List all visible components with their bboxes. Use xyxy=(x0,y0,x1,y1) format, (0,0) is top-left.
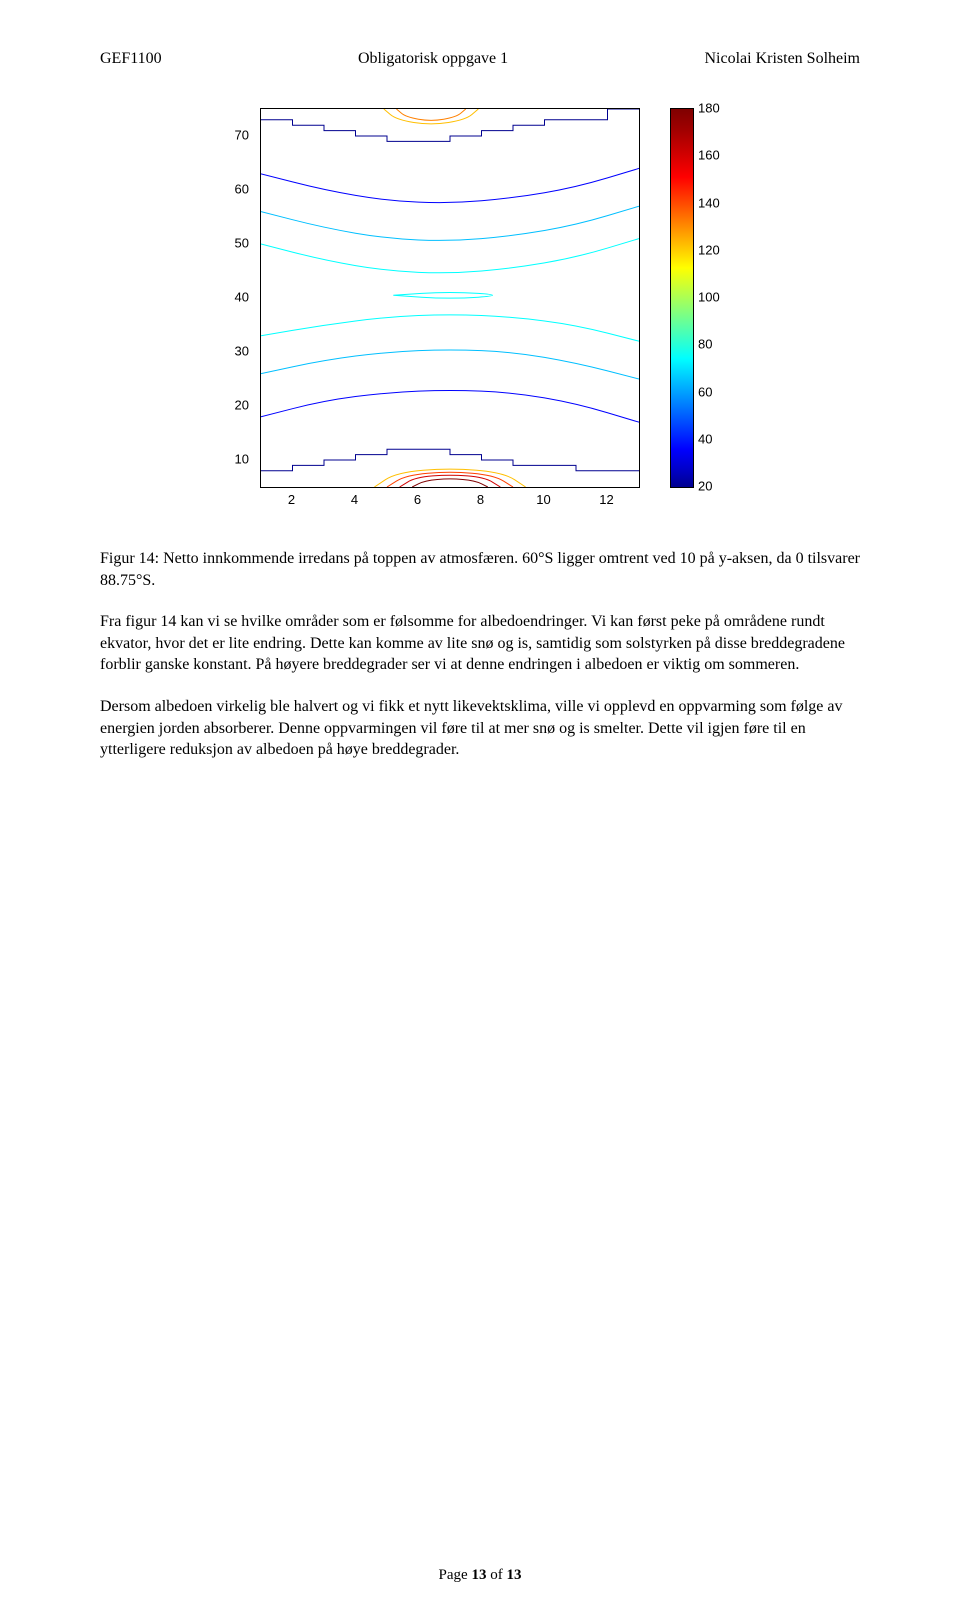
colorbar-tick-label: 120 xyxy=(698,242,720,257)
contour-line xyxy=(387,472,513,487)
y-tick-label: 70 xyxy=(235,128,249,143)
footer-page-total: 13 xyxy=(506,1567,521,1583)
figure-container: 10 20 30 40 50 60 70 2 4 6 8 10 12 20 40 60 80 100 120 14… xyxy=(100,98,860,518)
x-tick-label: 6 xyxy=(414,492,421,507)
footer-page-prefix: Page xyxy=(439,1567,472,1583)
colorbar-tick-label: 40 xyxy=(698,431,712,446)
figure-caption: Figur 14: Netto innkommende irredans på … xyxy=(100,548,860,591)
colorbar-tick-label: 80 xyxy=(698,337,712,352)
colorbar-tick-label: 140 xyxy=(698,195,720,210)
page-footer: Page 13 of 13 xyxy=(0,1567,960,1584)
x-tick-label: 2 xyxy=(288,492,295,507)
colorbar xyxy=(670,108,694,488)
contour-line xyxy=(261,168,639,202)
page: GEF1100 Obligatorisk oppgave 1 Nicolai K… xyxy=(0,0,960,1624)
colorbar-tick-label: 20 xyxy=(698,479,712,494)
contour-line xyxy=(261,390,639,422)
contour-line xyxy=(396,109,465,120)
contour-line xyxy=(261,239,639,273)
footer-page-current: 13 xyxy=(471,1567,486,1583)
x-tick-label: 8 xyxy=(477,492,484,507)
y-tick-label: 40 xyxy=(235,290,249,305)
colorbar-tick-label: 100 xyxy=(698,290,720,305)
header-author: Nicolai Kristen Solheim xyxy=(704,50,860,68)
colorbar-tick-label: 180 xyxy=(698,101,720,116)
contour-line xyxy=(393,292,492,298)
colorbar-tick-label: 60 xyxy=(698,384,712,399)
header-course-code: GEF1100 xyxy=(100,50,162,68)
header-assignment-title: Obligatorisk oppgave 1 xyxy=(358,50,508,68)
x-tick-label: 4 xyxy=(351,492,358,507)
x-axis-ticks: 2 4 6 8 10 12 xyxy=(260,490,640,510)
y-axis-ticks: 10 20 30 40 50 60 70 xyxy=(200,108,255,488)
contour-line xyxy=(261,315,639,341)
contour-svg xyxy=(261,109,639,487)
footer-page-of: of xyxy=(486,1567,506,1583)
contour-line xyxy=(412,479,488,487)
colorbar-tick-label: 160 xyxy=(698,148,720,163)
x-tick-label: 10 xyxy=(536,492,550,507)
x-tick-label: 12 xyxy=(599,492,613,507)
contour-figure: 10 20 30 40 50 60 70 2 4 6 8 10 12 20 40 60 80 100 120 14… xyxy=(200,98,760,518)
y-tick-label: 30 xyxy=(235,344,249,359)
contour-line xyxy=(261,449,639,471)
colorbar-labels: 20406080100120140160180 xyxy=(698,108,738,488)
contour-line xyxy=(261,109,639,141)
contour-line xyxy=(261,206,639,240)
y-tick-label: 50 xyxy=(235,236,249,251)
y-tick-label: 60 xyxy=(235,182,249,197)
paragraph-2: Dersom albedoen virkelig ble halvert og … xyxy=(100,696,860,761)
page-header: GEF1100 Obligatorisk oppgave 1 Nicolai K… xyxy=(100,50,860,68)
contour-line xyxy=(261,350,639,379)
y-tick-label: 20 xyxy=(235,398,249,413)
paragraph-1: Fra figur 14 kan vi se hvilke områder so… xyxy=(100,611,860,676)
contour-line xyxy=(384,109,479,124)
plot-area xyxy=(260,108,640,488)
y-tick-label: 10 xyxy=(235,452,249,467)
